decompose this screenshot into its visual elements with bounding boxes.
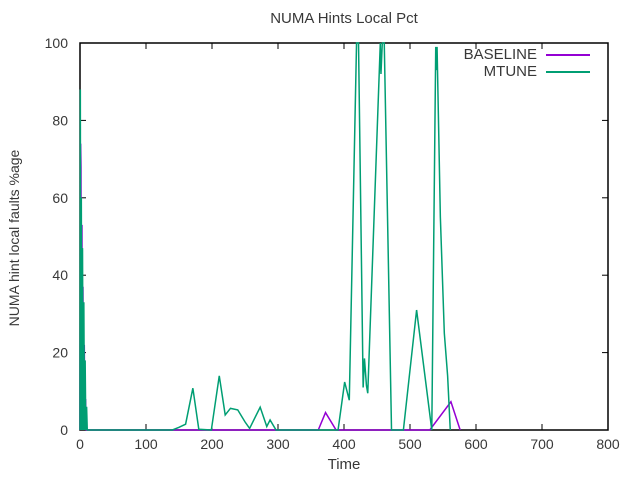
plot-border <box>79 42 609 431</box>
series-line-baseline <box>79 143 461 431</box>
x-tick-label: 400 <box>332 436 356 452</box>
chart-title: NUMA Hints Local Pct <box>270 10 418 27</box>
legend-row-mtune: MTUNE <box>464 63 590 80</box>
y-tick-label: 80 <box>52 112 68 128</box>
y-axis-label: NUMA hint local faults %age <box>6 149 22 327</box>
legend-row-baseline: BASELINE <box>464 46 590 63</box>
legend-label-mtune: MTUNE <box>483 63 537 80</box>
y-tick-label: 100 <box>45 35 69 51</box>
y-tick-label: 20 <box>52 345 68 361</box>
y-tick-label: 60 <box>52 190 68 206</box>
series-lines <box>79 42 461 431</box>
legend-line-sample-baseline <box>546 53 590 56</box>
y-tick-label: 0 <box>60 422 68 438</box>
x-tick-label: 200 <box>200 436 224 452</box>
x-tick-label: 100 <box>134 436 158 452</box>
x-tick-label: 0 <box>76 436 84 452</box>
legend-line-sample-mtune <box>546 70 590 73</box>
x-tick-label: 700 <box>530 436 554 452</box>
x-tick-label: 300 <box>266 436 290 452</box>
y-tick-label: 40 <box>52 267 68 283</box>
x-tick-label: 500 <box>398 436 422 452</box>
x-axis-label: Time <box>327 456 361 473</box>
series-line-mtune <box>79 42 452 431</box>
axis-ticks: 0 100 200 300 400 500 600 700 800 0 20 40 60 80 100 <box>45 35 620 452</box>
x-tick-label: 800 <box>596 436 620 452</box>
legend: BASELINE MTUNE <box>464 46 590 80</box>
x-tick-label: 600 <box>464 436 488 452</box>
legend-label-baseline: BASELINE <box>463 46 537 63</box>
